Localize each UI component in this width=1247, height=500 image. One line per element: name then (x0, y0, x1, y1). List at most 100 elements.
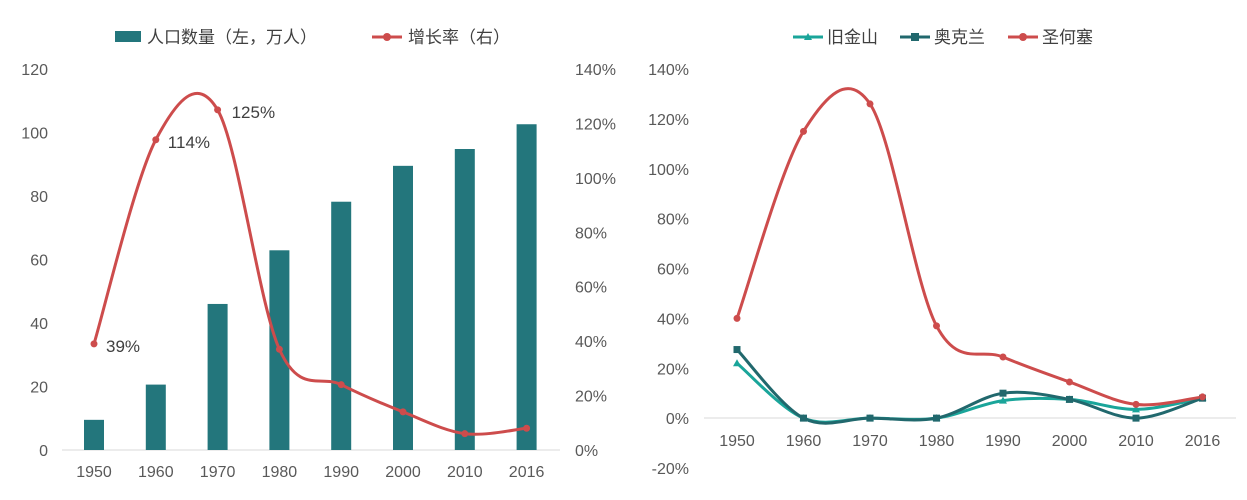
marker-oakland (800, 414, 807, 422)
marker-sanjose (866, 100, 874, 108)
marker-sanjose (733, 314, 741, 322)
legend-marker-growth (383, 33, 391, 41)
marker-oakland (999, 389, 1007, 397)
population-bar (145, 384, 166, 450)
right-y-tick: 60% (575, 280, 607, 297)
legend-swatch-population (115, 31, 141, 42)
left-y-tick: 20 (30, 380, 48, 397)
right-y-tick: 80% (575, 225, 607, 242)
right-chart-x-tick: 1960 (786, 433, 822, 450)
marker-oakland (866, 414, 874, 422)
growth-marker (399, 408, 407, 416)
growth-marker (461, 430, 469, 438)
growth-data-labels: 39% 114% 125% (106, 103, 275, 356)
marker-sanjose (999, 353, 1007, 361)
right-chart-x-tick: 2000 (1052, 433, 1088, 450)
marker-sanjose (800, 127, 807, 135)
population-bar (454, 149, 475, 450)
right-y-tick: 0% (575, 443, 598, 460)
growth-data-label: 39% (106, 337, 140, 356)
growth-marker (523, 424, 531, 432)
right-chart-y-axis-ticks: -20% 0% 20% 40% 60% 80% 100% 120% 140% (648, 62, 689, 478)
population-bar (516, 124, 537, 451)
marker-oakland (1066, 395, 1073, 403)
left-x-tick: 2010 (447, 464, 483, 481)
line-sf (736, 362, 1203, 424)
left-x-tick: 1970 (200, 464, 236, 481)
marker-oakland (1132, 414, 1140, 422)
left-x-tick: 1950 (76, 464, 112, 481)
city-growth-markers (733, 100, 1207, 422)
growth-marker (275, 345, 283, 353)
right-chart-y-tick: 60% (657, 262, 689, 279)
right-y-axis-ticks: 0% 20% 40% 60% 80% 100% 120% 140% (575, 62, 616, 460)
left-y-tick: 100 (21, 126, 48, 143)
left-x-tick: 1960 (138, 464, 174, 481)
right-chart-y-tick: 120% (648, 112, 689, 129)
growth-marker (337, 381, 345, 389)
right-y-tick: 120% (575, 116, 616, 133)
right-y-tick: 140% (575, 62, 616, 79)
left-y-axis-ticks: 0 20 40 60 80 100 120 (21, 62, 48, 460)
right-legend: 旧金山 奥克兰 圣何塞 (793, 28, 1093, 48)
legend-label-sf: 旧金山 (827, 28, 878, 48)
left-legend: 人口数量（左，万人） 增长率（右） (115, 28, 510, 48)
left-x-tick: 1990 (323, 464, 359, 481)
marker-sf (733, 359, 741, 367)
right-chart-y-tick: 80% (657, 212, 689, 229)
marker-sanjose (1199, 393, 1206, 401)
marker-sf (1132, 405, 1140, 413)
left-x-axis-ticks: 1950 1960 1970 1980 1990 2000 2010 2016 (76, 464, 544, 481)
right-chart-x-tick: 1990 (985, 433, 1021, 450)
left-y-tick: 40 (30, 316, 48, 333)
bay-area-growth-chart: 旧金山 奥克兰 圣何塞 -20% 0% 20% 40% 60% 80% 100% 120% 14… (648, 28, 1236, 478)
growth-marker (152, 136, 160, 144)
line-sanjose (735, 87, 1203, 407)
population-bar (84, 419, 104, 450)
left-x-tick: 2000 (385, 464, 421, 481)
left-y-tick: 0 (39, 443, 48, 460)
legend-marker-sanjose (1019, 33, 1027, 41)
right-chart-y-tick: 0% (666, 411, 689, 428)
right-chart-x-tick: 1980 (919, 433, 955, 450)
right-y-tick: 100% (575, 171, 616, 188)
city-growth-lines (735, 87, 1203, 425)
left-y-tick: 60 (30, 253, 48, 270)
marker-oakland (733, 346, 741, 354)
marker-sanjose (1132, 400, 1140, 408)
marker-sf (999, 396, 1007, 404)
growth-marker (214, 106, 222, 114)
population-bar (207, 303, 228, 450)
legend-label-growth: 增长率（右） (408, 28, 510, 48)
population-bars (84, 124, 537, 451)
marker-sanjose (933, 322, 940, 330)
right-chart-y-tick: 100% (648, 162, 689, 179)
right-chart-y-tick: 40% (657, 311, 689, 328)
right-chart-x-tick: 1970 (852, 433, 888, 450)
right-chart-x-tick: 2010 (1118, 433, 1154, 450)
population-bar (393, 165, 413, 450)
right-chart-x-axis-ticks: 1950 1960 1970 1980 1990 2000 2010 2016 (719, 433, 1220, 450)
growth-rate-markers (90, 106, 531, 438)
legend-label-population: 人口数量（左，万人） (147, 28, 317, 48)
growth-rate-line (92, 92, 527, 436)
right-chart-x-tick: 2016 (1185, 433, 1221, 450)
right-chart-x-tick: 1950 (719, 433, 755, 450)
legend-label-oakland: 奥克兰 (934, 28, 985, 48)
right-chart-y-tick: -20% (652, 461, 689, 478)
right-y-tick: 40% (575, 334, 607, 351)
marker-oakland (933, 414, 940, 422)
marker-sanjose (1066, 378, 1073, 386)
left-y-tick: 80 (30, 189, 48, 206)
left-x-tick: 2016 (509, 464, 545, 481)
left-x-tick: 1980 (262, 464, 298, 481)
right-chart-y-tick: 140% (648, 62, 689, 79)
population-growth-chart: 人口数量（左，万人） 增长率（右） 0 20 40 60 80 100 120 0% 20% 4… (21, 28, 616, 481)
right-y-tick: 20% (575, 389, 607, 406)
legend-marker-oakland (911, 33, 919, 41)
growth-marker (90, 340, 98, 348)
left-y-tick: 120 (21, 62, 48, 79)
population-bar (331, 201, 352, 450)
legend-marker-sf (804, 33, 812, 40)
